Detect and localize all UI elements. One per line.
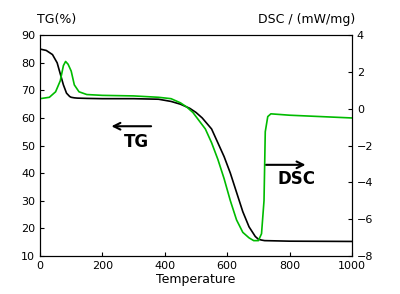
Text: DSC: DSC: [277, 170, 315, 188]
Text: TG(%): TG(%): [37, 14, 76, 26]
Text: TG: TG: [124, 133, 149, 151]
X-axis label: Temperature: Temperature: [156, 273, 236, 286]
Text: DSC / (mW/mg): DSC / (mW/mg): [258, 14, 355, 26]
